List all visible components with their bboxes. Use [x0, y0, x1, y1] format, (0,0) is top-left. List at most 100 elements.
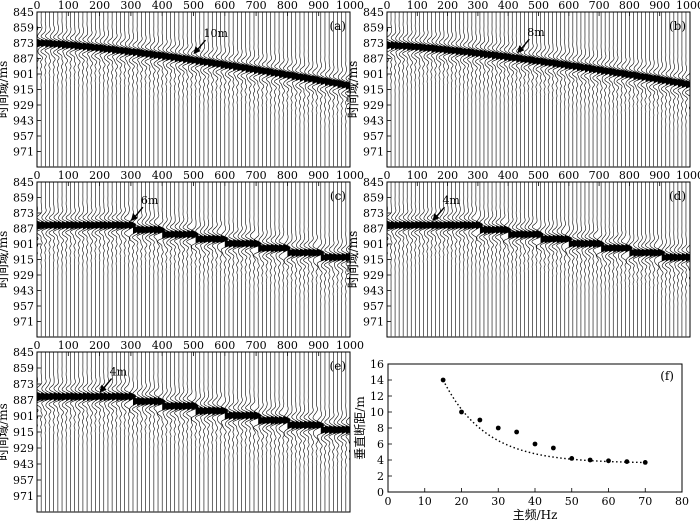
trace-fill: [308, 74, 316, 84]
trace-line: [228, 352, 240, 512]
trace-fill: [459, 47, 467, 56]
y-tick-label: 873: [13, 378, 34, 391]
trace-fill: [451, 46, 459, 55]
trace-fill: [212, 234, 220, 244]
trace-fill: [337, 425, 345, 435]
trace-line: [48, 352, 61, 512]
trace-line: [69, 12, 82, 167]
trace-line: [535, 12, 548, 167]
trace-line: [278, 12, 292, 167]
x-tick-label: 200: [89, 169, 110, 182]
trace-fill: [333, 252, 341, 262]
trace-line: [199, 12, 212, 167]
trace-line: [515, 182, 527, 337]
trace-line: [455, 182, 468, 337]
arrow-head: [99, 384, 107, 393]
trace-fill: [262, 66, 270, 76]
trace-fill: [287, 248, 295, 258]
trace-fill: [395, 220, 402, 230]
trace-fill: [524, 229, 532, 239]
trace-fill: [82, 392, 90, 402]
trace-fill: [479, 225, 487, 235]
trace-fill: [295, 248, 303, 258]
panel-letter: (b): [669, 19, 686, 33]
trace-fill: [124, 392, 132, 402]
trace-line: [162, 352, 175, 512]
trace-fill: [540, 57, 548, 67]
y-tick-label: 971: [363, 146, 384, 159]
trace-line: [179, 352, 192, 512]
x-tick-label: 300: [120, 0, 141, 12]
chart-y-tick-label: 10: [370, 406, 384, 419]
trace-line: [215, 12, 228, 167]
trace-line: [410, 182, 423, 337]
trace-line: [149, 12, 162, 167]
trace-fill: [41, 392, 49, 402]
trace-line: [48, 182, 61, 337]
trace-line: [244, 182, 257, 337]
trace-fill: [552, 234, 560, 244]
trace-fill: [337, 252, 345, 262]
trace-line: [200, 352, 212, 512]
trace-fill: [471, 220, 479, 230]
y-tick-label: 887: [363, 53, 384, 66]
trace-line: [195, 12, 208, 167]
trace-line: [53, 12, 66, 167]
trace-fill: [625, 69, 633, 79]
trace-fill: [391, 220, 398, 230]
trace-line: [572, 182, 584, 337]
trace-fill: [49, 39, 57, 49]
y-tick-label: 901: [13, 68, 34, 81]
y-tick-label: 873: [13, 37, 34, 50]
trace-fill: [279, 69, 287, 79]
trace-line: [544, 182, 557, 337]
trace-line: [463, 12, 475, 167]
trace-line: [258, 352, 271, 512]
trace-fill: [320, 76, 328, 86]
chart-y-tick-label: 6: [377, 438, 384, 451]
trace-fill: [455, 220, 463, 230]
trace-line: [194, 352, 208, 512]
trace-line: [291, 12, 304, 167]
trace-line: [491, 12, 504, 167]
trace-line: [455, 12, 467, 167]
data-point: [606, 458, 611, 464]
trace-fill: [613, 68, 621, 77]
y-tick-label: 915: [363, 84, 384, 97]
trace-line: [528, 12, 540, 167]
x-tick-label: 1000: [336, 0, 364, 12]
y-axis-label: 时间域/ms: [346, 61, 360, 119]
trace-line: [491, 182, 504, 337]
trace-line: [446, 182, 459, 337]
trace-line: [237, 12, 249, 167]
trace-line: [304, 12, 317, 167]
chart-y-tick-label: 8: [377, 422, 384, 435]
trace-line: [580, 12, 593, 167]
trace-line: [652, 12, 665, 167]
trace-line: [612, 182, 625, 337]
offset-annotation: 6m: [141, 194, 159, 207]
y-tick-label: 957: [13, 300, 34, 313]
trace-line: [617, 182, 630, 337]
trace-fill: [512, 53, 520, 63]
trace-line: [224, 182, 237, 337]
trace-fill: [605, 66, 613, 76]
trace-fill: [504, 52, 512, 62]
trace-fill: [669, 252, 677, 262]
trace-fill: [237, 62, 245, 72]
chart-y-tick-label: 0: [377, 486, 384, 499]
trace-fill: [690, 81, 697, 90]
trace-fill: [645, 248, 653, 258]
data-point: [569, 456, 575, 461]
trace-fill: [141, 396, 149, 406]
x-tick-label: 600: [214, 339, 235, 352]
trace-fill: [508, 229, 516, 239]
trace-line: [141, 352, 154, 512]
trace-line: [312, 352, 325, 512]
trace-line: [258, 182, 271, 337]
x-tick-label: 1000: [676, 169, 700, 182]
trace-line: [523, 12, 535, 167]
trace-fill: [41, 38, 49, 48]
trace-fill: [170, 229, 178, 239]
data-point: [532, 441, 538, 447]
